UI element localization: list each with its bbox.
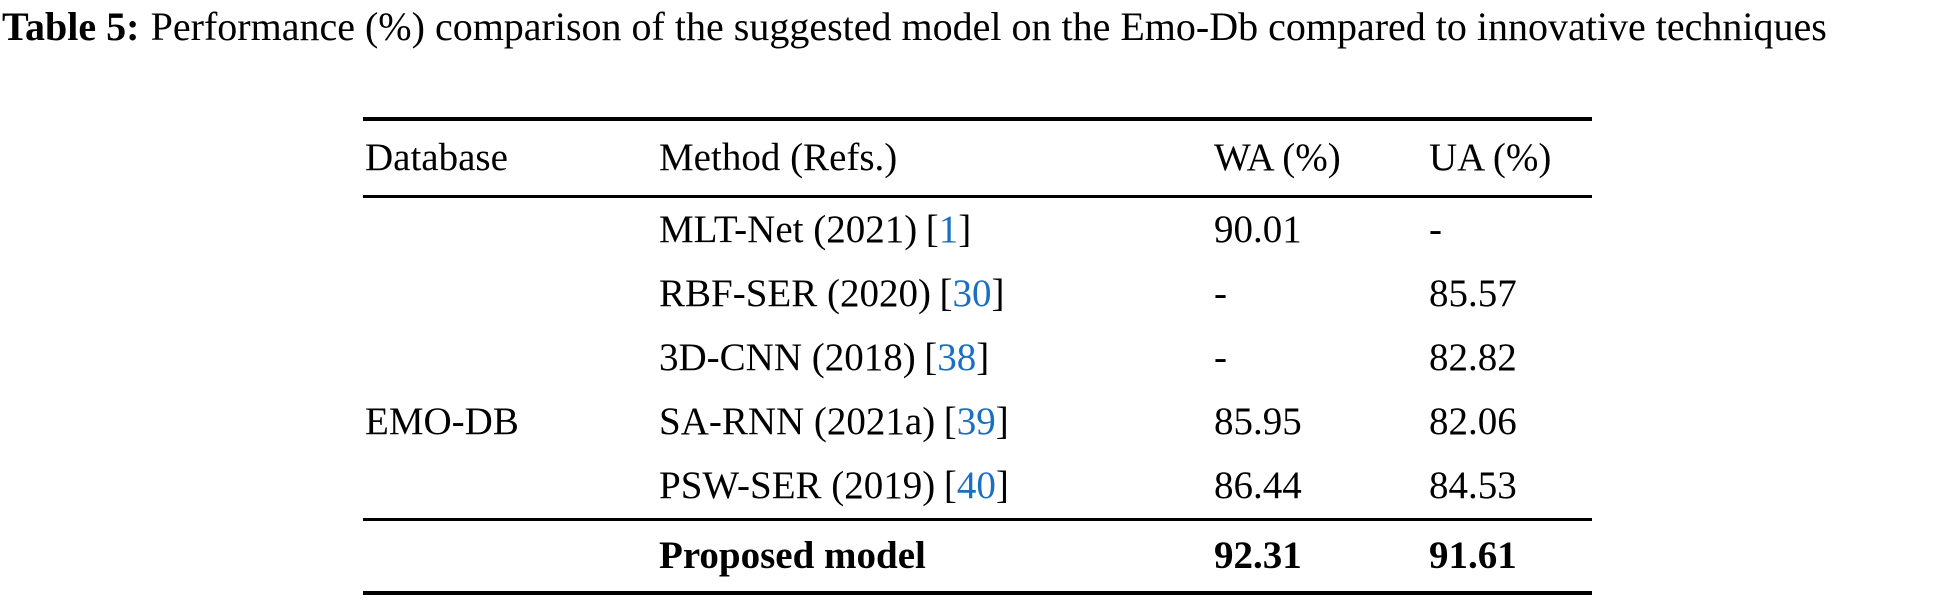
- caption-label: Table 5:: [2, 4, 140, 49]
- citation-link[interactable]: 39: [956, 400, 996, 443]
- method-name: SA-RNN (2021a): [659, 400, 936, 443]
- cell-wa: -: [1214, 272, 1227, 315]
- cell-ua: 82.82: [1429, 336, 1517, 379]
- table-body: MLT-Net (2021) [1] 90.01 - RBF-SER (2020)…: [363, 198, 1592, 518]
- cell-method: PSW-SER (2019) [40]: [657, 454, 1212, 518]
- citation-bracket: ]: [976, 336, 990, 379]
- citation-link[interactable]: 38: [937, 336, 977, 379]
- table-rule-top: [363, 117, 1592, 121]
- cell-database: [363, 454, 657, 518]
- caption-text: Performance (%) comparison of the sugges…: [150, 4, 1827, 49]
- method-name: MLT-Net (2021): [659, 208, 918, 251]
- column-header-ua: UA (%): [1429, 136, 1552, 179]
- cell-method: 3D-CNN (2018) [38]: [657, 326, 1212, 390]
- method-name: PSW-SER (2019): [659, 464, 936, 507]
- table-rule-header: [363, 195, 1592, 198]
- cell-wa: 85.95: [1214, 400, 1302, 443]
- table-footer-row: Proposed model 92.31 91.61: [363, 521, 1592, 591]
- method-name: 3D-CNN (2018): [659, 336, 916, 379]
- cell-ua: 85.57: [1429, 272, 1517, 315]
- cell-ua: 82.06: [1429, 400, 1517, 443]
- cell-database: [363, 521, 657, 591]
- citation-bracket: [: [925, 208, 939, 251]
- column-header-method: Method (Refs.): [659, 136, 898, 179]
- citation-bracket: [: [924, 336, 938, 379]
- citation-bracket: [: [939, 272, 953, 315]
- citation-bracket: ]: [991, 272, 1005, 315]
- cell-method: RBF-SER (2020) [30]: [657, 262, 1212, 326]
- table-header-row: Database Method (Refs.) WA (%) UA (%): [363, 121, 1592, 195]
- results-table: Database Method (Refs.) WA (%) UA (%) ML…: [363, 117, 1592, 595]
- table-row: RBF-SER (2020) [30] - 85.57: [363, 262, 1592, 326]
- citation-bracket: [: [943, 464, 957, 507]
- cell-method: SA-RNN (2021a) [39]: [657, 390, 1212, 454]
- table-row: EMO-DB SA-RNN (2021a) [39] 85.95 82.06: [363, 390, 1592, 454]
- cell-method-proposed: Proposed model: [659, 534, 926, 577]
- table-caption: Table 5: Performance (%) comparison of th…: [2, 2, 1954, 52]
- cell-wa-proposed: 92.31: [1214, 534, 1302, 577]
- cell-database: EMO-DB: [365, 400, 519, 443]
- citation-link[interactable]: 1: [938, 208, 959, 251]
- cell-ua: 84.53: [1429, 464, 1517, 507]
- cell-database: [363, 326, 657, 390]
- column-header-database: Database: [365, 136, 508, 179]
- citation-link[interactable]: 30: [952, 272, 992, 315]
- citation-link[interactable]: 40: [956, 464, 996, 507]
- cell-method: MLT-Net (2021) [1]: [657, 198, 1212, 262]
- cell-wa: 90.01: [1214, 208, 1302, 251]
- cell-ua-proposed: 91.61: [1429, 534, 1517, 577]
- table-row: MLT-Net (2021) [1] 90.01 -: [363, 198, 1592, 262]
- table-row: 3D-CNN (2018) [38] - 82.82: [363, 326, 1592, 390]
- cell-database: [363, 262, 657, 326]
- column-header-wa: WA (%): [1214, 136, 1341, 179]
- cell-database: [363, 198, 657, 262]
- citation-bracket: ]: [958, 208, 972, 251]
- citation-bracket: [: [943, 400, 957, 443]
- table-rule-bottom: [363, 591, 1592, 595]
- citation-bracket: ]: [995, 400, 1009, 443]
- cell-wa: 86.44: [1214, 464, 1302, 507]
- table-rule-footer: [363, 518, 1592, 521]
- cell-ua: -: [1429, 208, 1442, 251]
- table-row: PSW-SER (2019) [40] 86.44 84.53: [363, 454, 1592, 518]
- citation-bracket: ]: [995, 464, 1009, 507]
- cell-wa: -: [1214, 336, 1227, 379]
- method-name: RBF-SER (2020): [659, 272, 931, 315]
